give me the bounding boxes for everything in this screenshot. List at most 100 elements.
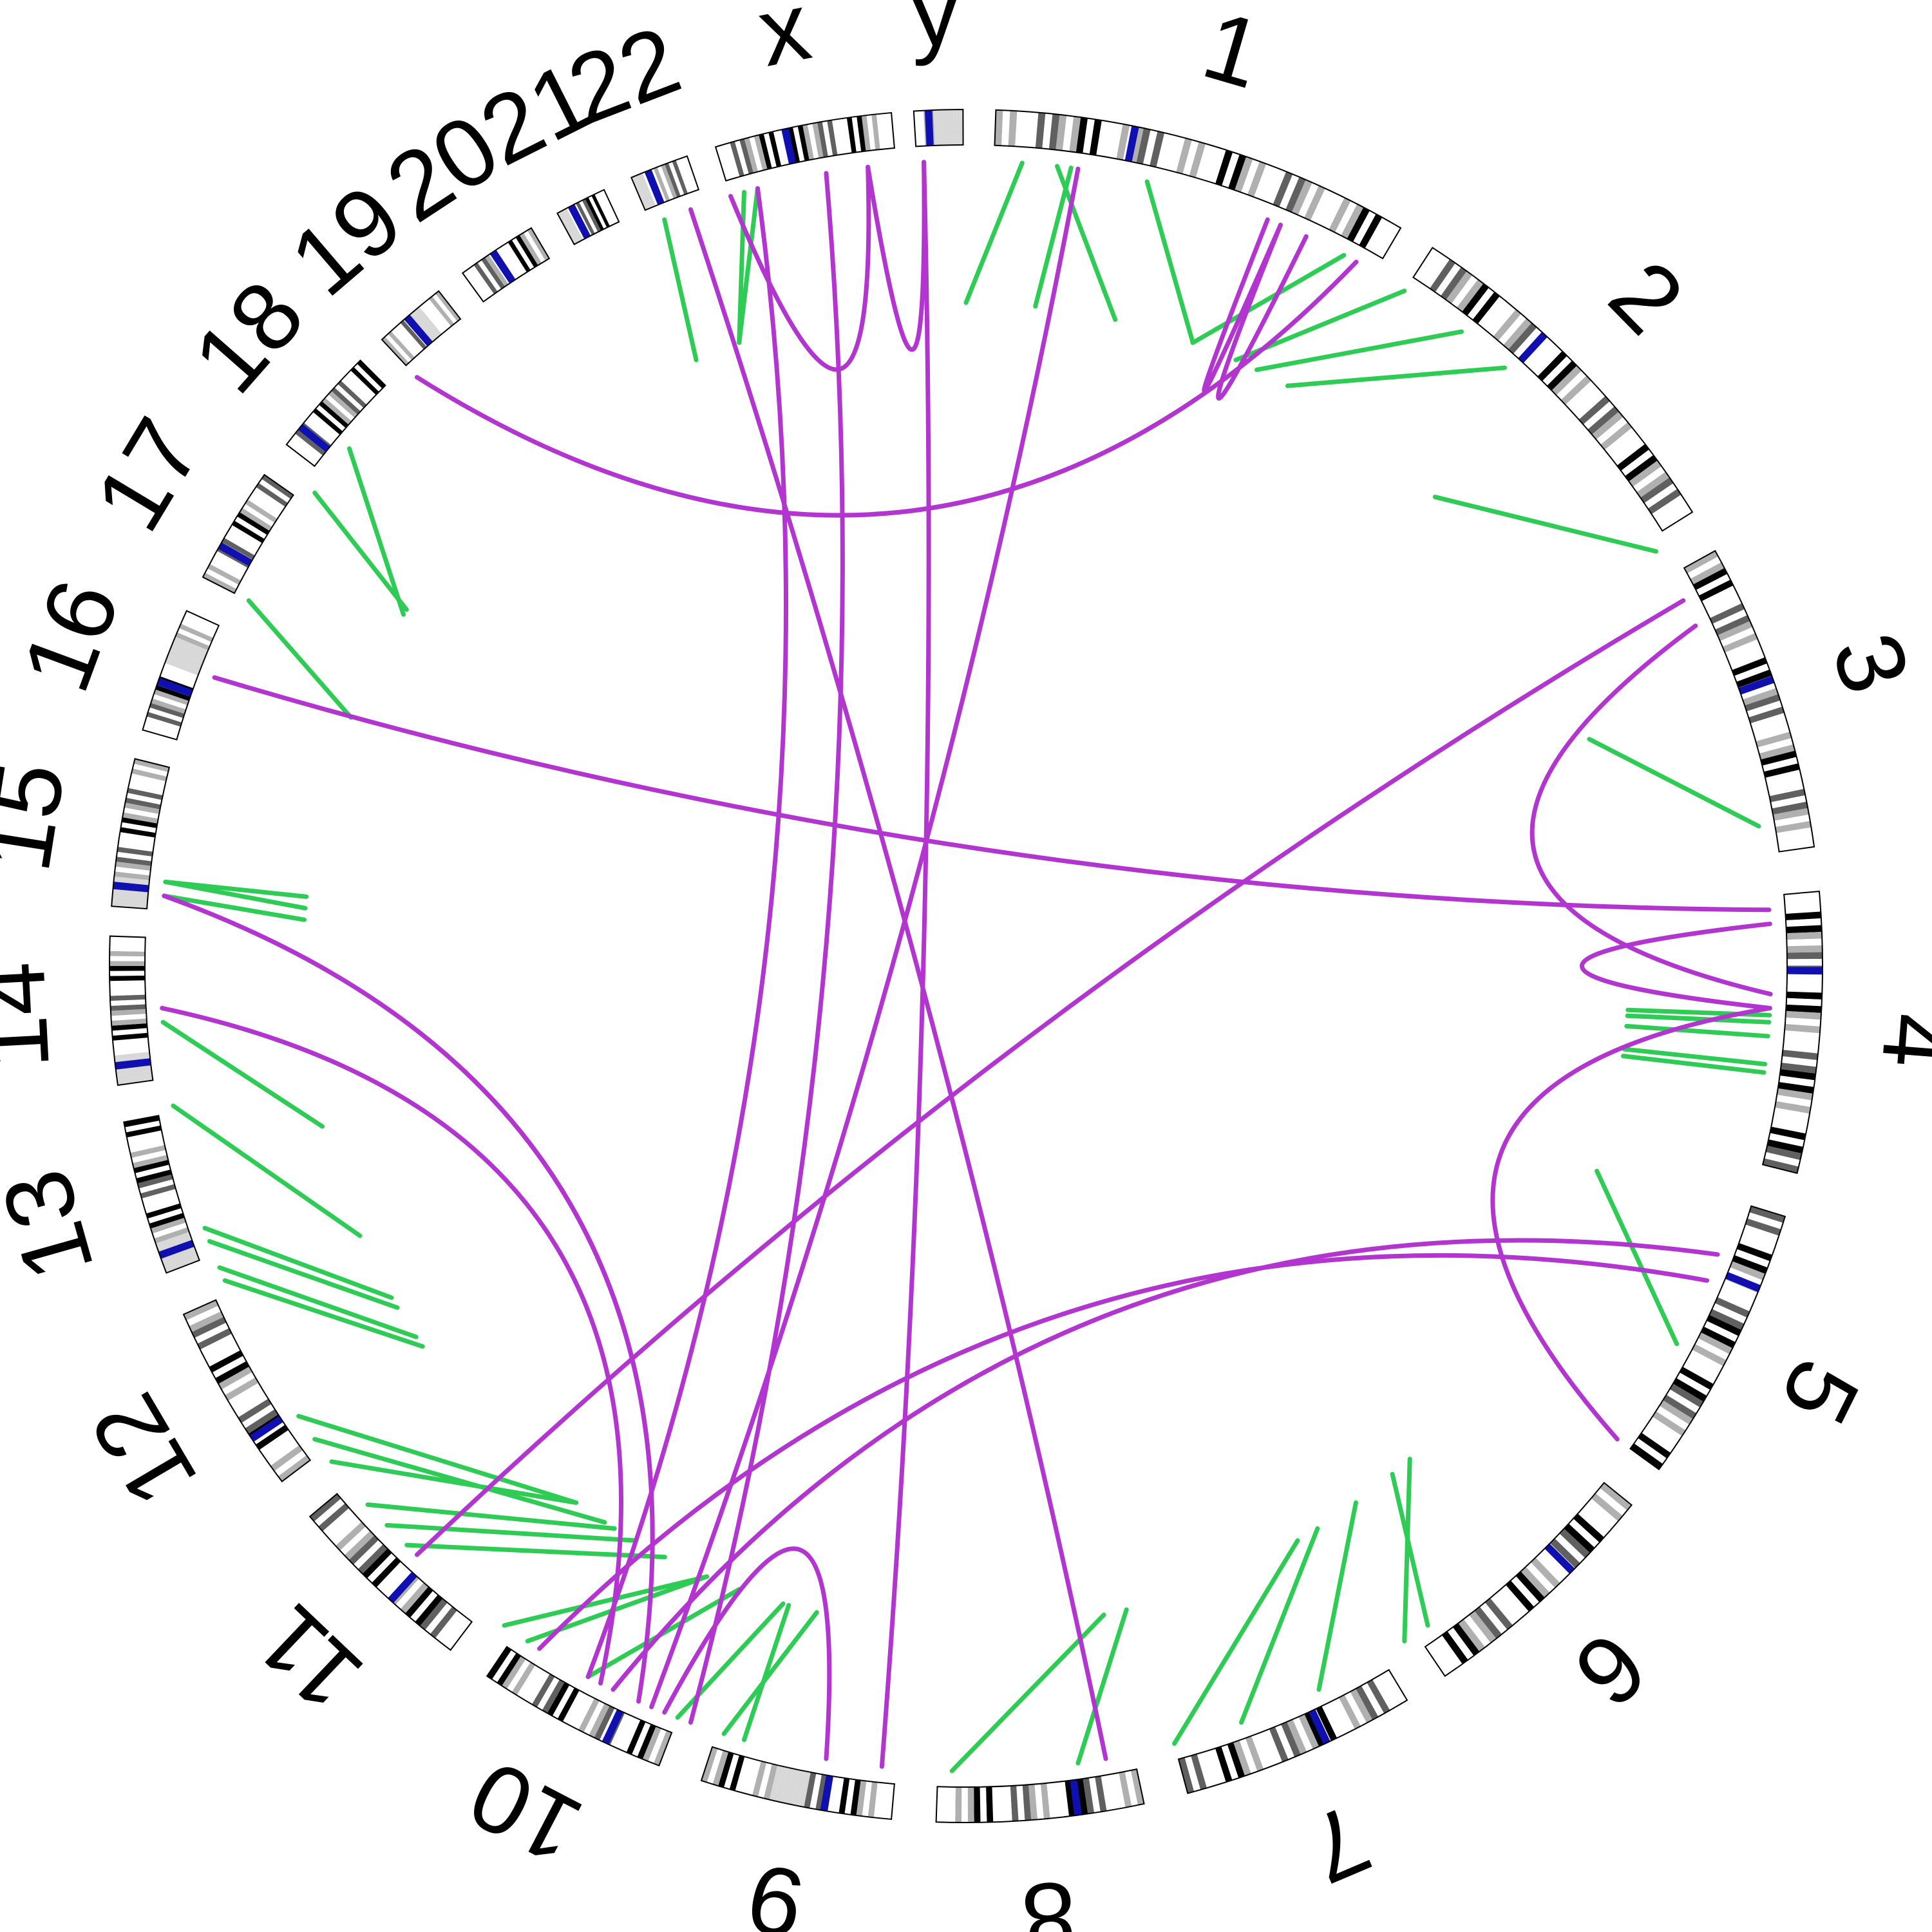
band-8-1 bbox=[1124, 1770, 1138, 1806]
band-20-10 bbox=[500, 245, 524, 278]
intra-link-4 bbox=[1190, 252, 1347, 345]
band-y-12 bbox=[953, 109, 957, 146]
ideogram-layer bbox=[109, 109, 1823, 1823]
band-1-25 bbox=[1162, 134, 1179, 171]
band-3-2 bbox=[1690, 562, 1725, 585]
band-14-0 bbox=[117, 1075, 153, 1086]
band-6-5 bbox=[1577, 1508, 1609, 1538]
intra-link-29 bbox=[404, 1542, 667, 1560]
band-11-0 bbox=[445, 1618, 472, 1651]
band-5-22 bbox=[1694, 1338, 1730, 1361]
band-3-6 bbox=[1701, 585, 1737, 607]
band-1-38 bbox=[1247, 161, 1267, 197]
band-4-28 bbox=[1779, 1075, 1815, 1087]
band-16-13 bbox=[161, 667, 197, 684]
band-8-4 bbox=[1106, 1774, 1119, 1810]
band-16-4 bbox=[147, 707, 184, 723]
band-4-16 bbox=[1786, 998, 1822, 1007]
band-3-25 bbox=[1747, 700, 1783, 717]
intra-link-30 bbox=[384, 1522, 637, 1543]
band-11-13 bbox=[381, 1566, 410, 1596]
band-14-6 bbox=[113, 1046, 149, 1056]
band-5-14 bbox=[1717, 1291, 1753, 1312]
band-1-3 bbox=[1015, 111, 1025, 147]
band-x-35 bbox=[886, 113, 895, 149]
band-14-28 bbox=[109, 941, 146, 947]
band-20-17 bbox=[527, 228, 549, 261]
band-10-22 bbox=[536, 1676, 560, 1710]
band-11-21 bbox=[344, 1531, 375, 1560]
band-7-0 bbox=[1383, 1669, 1408, 1704]
band-1-34 bbox=[1222, 152, 1240, 188]
band-9-7 bbox=[844, 1779, 855, 1815]
chromosome-label-8: 8 bbox=[1018, 1861, 1081, 1932]
band-3-1 bbox=[1687, 556, 1721, 579]
intra-link-19 bbox=[1239, 1526, 1320, 1725]
chromosome-19 bbox=[381, 290, 462, 366]
band-14-10 bbox=[111, 1028, 148, 1036]
centromere-2 bbox=[1518, 332, 1548, 363]
band-1-36 bbox=[1235, 156, 1253, 193]
band-2-52 bbox=[1655, 500, 1689, 526]
band-11-24 bbox=[331, 1517, 362, 1546]
chromosome-18 bbox=[285, 359, 386, 468]
band-y-0 bbox=[913, 111, 920, 147]
band-1-21 bbox=[1136, 128, 1151, 164]
band-1-49 bbox=[1316, 191, 1338, 227]
band-1-28 bbox=[1182, 140, 1199, 176]
band-17-14 bbox=[237, 512, 270, 535]
band-9-26 bbox=[735, 1756, 750, 1793]
intra-link-34 bbox=[296, 1414, 579, 1505]
band-12-5 bbox=[259, 1430, 292, 1455]
band-1-26 bbox=[1170, 136, 1186, 173]
band-2-50 bbox=[1647, 489, 1681, 515]
inter-link-7 bbox=[1216, 222, 1309, 401]
intra-link-33 bbox=[312, 1437, 607, 1525]
band-16-20 bbox=[173, 636, 209, 655]
band-8-32 bbox=[936, 1786, 943, 1823]
band-2-6 bbox=[1446, 270, 1473, 304]
band-16-21 bbox=[175, 632, 210, 650]
band-9-12 bbox=[815, 1774, 828, 1810]
band-4-39 bbox=[1765, 1146, 1802, 1160]
band-8-29 bbox=[955, 1786, 962, 1823]
chromosome-outline-12 bbox=[182, 1299, 312, 1482]
band-x-7 bbox=[749, 136, 763, 172]
band-13-5 bbox=[155, 1231, 191, 1249]
chromosome-label-6: 6 bbox=[1555, 1612, 1667, 1728]
band-7-7 bbox=[1344, 1691, 1367, 1727]
band-5-15 bbox=[1714, 1297, 1750, 1318]
band-9-4 bbox=[862, 1781, 872, 1817]
chromosome-outline-11 bbox=[308, 1493, 473, 1651]
band-19-0 bbox=[381, 336, 409, 366]
band-12-10 bbox=[241, 1404, 275, 1428]
band-15-24 bbox=[128, 782, 164, 795]
band-17-22 bbox=[258, 478, 291, 503]
band-16-0 bbox=[142, 725, 178, 740]
band-6-7 bbox=[1568, 1519, 1600, 1548]
band-13-23 bbox=[130, 1145, 166, 1159]
band-x-28 bbox=[851, 116, 862, 153]
band-12-20 bbox=[209, 1350, 243, 1373]
band-19-12 bbox=[419, 304, 445, 334]
band-9-29 bbox=[718, 1752, 734, 1788]
band-18-10 bbox=[316, 404, 346, 431]
band-7-23 bbox=[1251, 1734, 1270, 1770]
band-x-10 bbox=[763, 132, 777, 169]
band-22-11 bbox=[672, 160, 688, 195]
chromosome-11 bbox=[308, 1493, 473, 1651]
band-5-35 bbox=[1652, 1411, 1686, 1436]
intra-link-8 bbox=[1432, 495, 1658, 554]
band-14-5 bbox=[114, 1052, 150, 1061]
band-4-35 bbox=[1771, 1120, 1808, 1134]
chromosome-outline-8 bbox=[935, 1768, 1145, 1823]
band-5-12 bbox=[1722, 1279, 1758, 1300]
band-5-31 bbox=[1666, 1389, 1700, 1414]
band-4-20 bbox=[1785, 1023, 1821, 1034]
links-layer bbox=[160, 160, 1773, 1774]
band-19-9 bbox=[410, 312, 436, 342]
band-1-48 bbox=[1310, 188, 1332, 224]
band-x-24 bbox=[831, 119, 842, 155]
band-6-14 bbox=[1535, 1553, 1566, 1584]
band-8-20 bbox=[1010, 1785, 1019, 1822]
